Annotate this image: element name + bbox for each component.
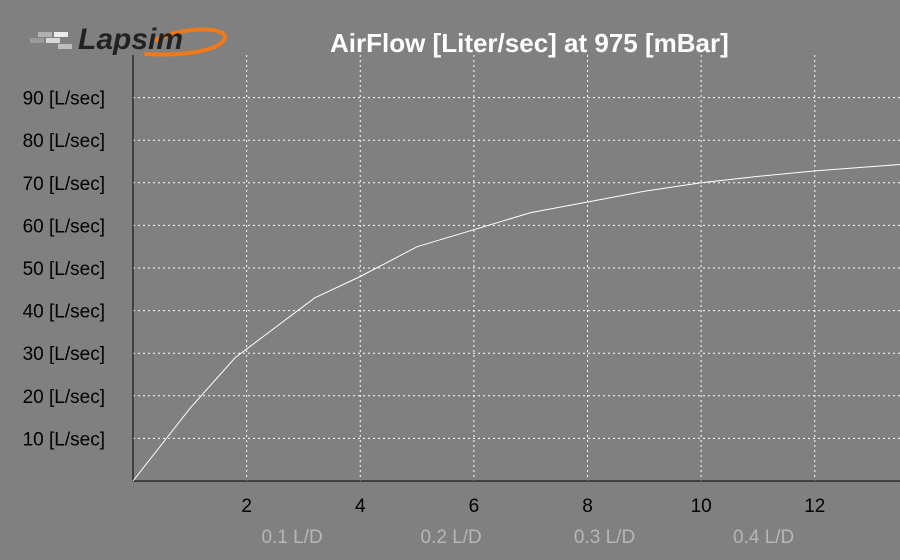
axes [132,55,900,482]
x-tick-labels: 2 4 6 8 10 12 [241,496,825,517]
chart-title: AirFlow [Liter/sec] at 975 [mBar] [330,28,729,58]
ld-label: 0.1 L/D [261,527,322,548]
y-tick-labels: 10 [L/sec] 20 [L/sec] 30 [L/sec] 40 [L/sec]… [23,89,105,451]
y-tick-label: 20 [L/sec] [23,387,105,408]
grid [133,55,900,481]
logo-text: Lapsim [78,23,183,56]
y-tick-label: 80 [L/sec] [23,131,105,152]
y-tick-label: 30 [L/sec] [23,344,105,365]
logo-swoosh [144,27,228,57]
ld-label: 0.2 L/D [421,527,482,548]
series [132,164,900,482]
y-tick-label: 40 [L/sec] [23,302,105,323]
ld-label: 0.4 L/D [733,527,794,548]
ld-label: 0.3 L/D [574,527,635,548]
x-tick-label: 12 [804,496,825,517]
x-tick-label: 4 [355,496,366,517]
secondary-x-labels: 0.1 L/D 0.2 L/D 0.3 L/D 0.4 L/D [261,527,794,548]
x-tick-label: 2 [241,496,252,517]
airflow-series-line [132,164,900,482]
y-tick-label: 90 [L/sec] [23,89,105,110]
y-tick-label: 10 [L/sec] [23,429,105,450]
y-tick-label: 70 [L/sec] [23,174,105,195]
x-tick-label: 8 [582,496,593,517]
y-tick-label: 50 [L/sec] [23,259,105,280]
x-tick-label: 6 [469,496,480,517]
x-tick-label: 10 [691,496,712,517]
checkered-flag-icon [30,32,72,49]
y-tick-label: 60 [L/sec] [23,216,105,237]
lapsim-logo: Lapsim [30,23,228,57]
